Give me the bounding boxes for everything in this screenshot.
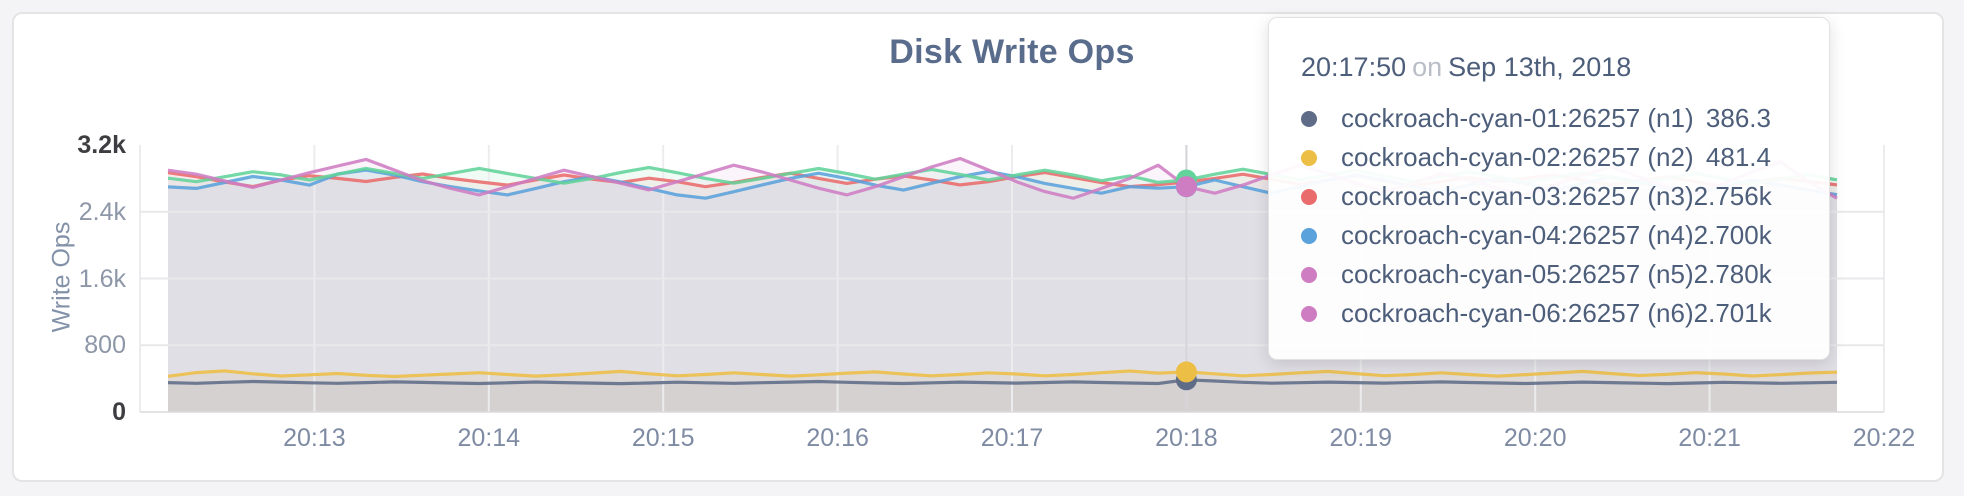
tooltip-row: cockroach-cyan-05:26257 (n5) 2.780k bbox=[1301, 255, 1772, 294]
tooltip-row: cockroach-cyan-06:26257 (n6) 2.701k bbox=[1301, 294, 1772, 333]
y-tick-label: 2.4k bbox=[78, 197, 126, 226]
y-tick-label: 3.2k bbox=[77, 131, 126, 159]
x-tick-label: 20:16 bbox=[806, 424, 869, 452]
tooltip-series-label: cockroach-cyan-01:26257 (n1) bbox=[1341, 103, 1694, 133]
tooltip-series-value: 386.3 bbox=[1705, 103, 1771, 133]
hover-tooltip: 20:17:50 on Sep 13th, 2018 cockroach-cyan-… bbox=[1268, 17, 1830, 360]
series-color-dot-icon bbox=[1301, 110, 1317, 127]
tooltip-on: on bbox=[1412, 52, 1443, 82]
tooltip-series-value: 2.700k bbox=[1693, 220, 1772, 250]
tooltip-series-label: cockroach-cyan-05:26257 (n5) bbox=[1341, 259, 1694, 289]
x-tick-label: 20:14 bbox=[457, 424, 521, 452]
tooltip-rows: cockroach-cyan-01:26257 (n1) 386.3 cockroa… bbox=[1301, 99, 1772, 333]
chart-title: Disk Write Ops bbox=[889, 33, 1135, 71]
tooltip-row: cockroach-cyan-03:26257 (n3) 2.756k bbox=[1301, 177, 1772, 216]
tooltip-date: Sep 13th, 2018 bbox=[1448, 52, 1632, 82]
tooltip-row: cockroach-cyan-02:26257 (n2) 481.4 bbox=[1301, 138, 1771, 177]
x-tick-label: 20:22 bbox=[1852, 424, 1916, 452]
tooltip-series-label: cockroach-cyan-02:26257 (n2) bbox=[1341, 142, 1694, 172]
tooltip-row: cockroach-cyan-04:26257 (n4) 2.700k bbox=[1301, 216, 1772, 255]
series-color-dot-icon bbox=[1301, 305, 1317, 322]
tooltip-series-label: cockroach-cyan-06:26257 (n6) bbox=[1341, 298, 1694, 328]
tooltip-series-label: cockroach-cyan-04:26257 (n4) bbox=[1341, 220, 1694, 250]
tooltip-series-value: 2.780k bbox=[1693, 259, 1772, 289]
tooltip-series-value: 2.756k bbox=[1693, 181, 1772, 211]
x-tick-label: 20:18 bbox=[1155, 424, 1218, 452]
y-tick-label: 0 bbox=[112, 398, 126, 426]
series-color-dot-icon bbox=[1301, 227, 1317, 244]
x-tick-label: 20:17 bbox=[980, 424, 1044, 452]
tooltip-row: cockroach-cyan-01:26257 (n1) 386.3 bbox=[1301, 99, 1771, 138]
y-tick-label: 800 bbox=[84, 331, 126, 360]
tooltip-header: 20:17:50 on Sep 13th, 2018 bbox=[1301, 52, 1771, 83]
tooltip-series-value: 481.4 bbox=[1705, 142, 1771, 172]
tooltip-time: 20:17:50 bbox=[1301, 52, 1407, 82]
tooltip-series-value: 2.701k bbox=[1693, 298, 1772, 328]
x-tick-label: 20:19 bbox=[1329, 424, 1393, 452]
x-tick-label: 20:20 bbox=[1503, 424, 1567, 452]
x-tick-label: 20:15 bbox=[631, 424, 695, 452]
x-tick-label: 20:13 bbox=[283, 424, 346, 452]
x-tick-label: 20:21 bbox=[1678, 424, 1741, 452]
y-tick-label: 1.6k bbox=[78, 264, 126, 293]
series-color-dot-icon bbox=[1301, 149, 1317, 166]
series-color-dot-icon bbox=[1301, 188, 1317, 205]
series-color-dot-icon bbox=[1301, 266, 1317, 283]
tooltip-series-label: cockroach-cyan-03:26257 (n3) bbox=[1341, 181, 1694, 211]
